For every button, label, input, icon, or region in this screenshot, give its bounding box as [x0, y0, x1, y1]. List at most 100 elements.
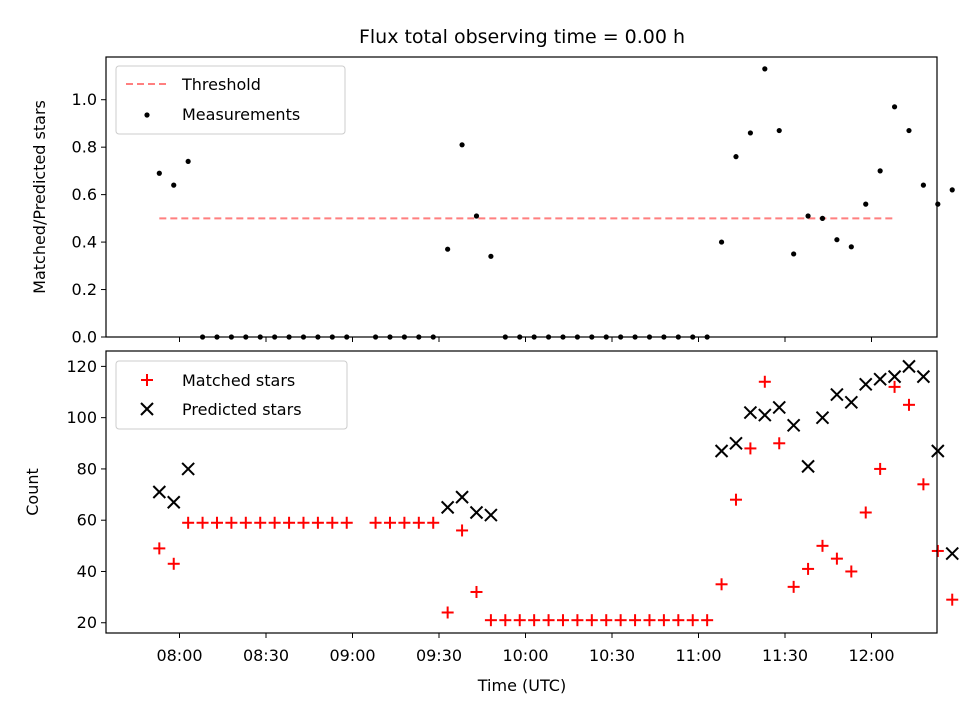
predicted-star-point: [758, 408, 772, 422]
matched-star-point: [340, 516, 353, 529]
legend-threshold-label: Threshold: [181, 75, 261, 94]
bottom-y-tick-label: 120: [66, 357, 97, 376]
predicted-star-point: [902, 359, 916, 374]
x-tick-label: 08:00: [156, 646, 202, 665]
matched-star-point: [254, 516, 267, 529]
measurement-point: [762, 66, 768, 72]
matched-star-point: [946, 593, 959, 606]
matched-star-point: [888, 380, 901, 393]
predicted-star-point: [945, 546, 959, 561]
top-plot-frame: [105, 56, 938, 338]
x-tick-label: 08:30: [243, 646, 289, 665]
predicted-star-point: [440, 500, 455, 515]
matched-star-point: [600, 614, 613, 627]
matched-star-point: [484, 614, 497, 627]
matched-star-point: [643, 614, 656, 627]
matched-star-point: [369, 516, 382, 529]
top-panel: 0.0 0.2 0.4 0.6 0.8 1.0 Matched/Predicted sta…: [30, 56, 955, 347]
matched-star-point: [383, 516, 396, 529]
legend-measurements-swatch: [144, 112, 150, 118]
bottom-y-axis-title: Count: [23, 468, 42, 516]
measurement-point: [935, 201, 941, 207]
x-tick-label: 11:00: [675, 646, 721, 665]
top-y-tick-label: 0.8: [72, 138, 97, 157]
x-tick-label: 10:30: [589, 646, 635, 665]
legend-matched-swatch: [141, 374, 153, 386]
matched-star-point: [614, 614, 627, 627]
predicted-star-point: [772, 400, 786, 415]
matched-star-point: [859, 506, 872, 519]
x-tick-label: 09:00: [329, 646, 375, 665]
x-axis-title: Time (UTC): [477, 676, 566, 695]
measurement-point: [776, 127, 782, 134]
bottom-y-tick-label: 80: [77, 459, 97, 478]
matched-star-point: [441, 606, 454, 619]
chart-title: Flux total observing time = 0.00 h: [359, 26, 685, 48]
x-tick-label: 11:30: [762, 646, 808, 665]
matched-star-point: [239, 516, 252, 529]
measurement-point: [733, 154, 739, 160]
predicted-star-point: [815, 410, 830, 425]
top-legend-box: [115, 65, 346, 135]
matched-star-point: [225, 516, 238, 529]
matched-star-point: [845, 565, 858, 578]
bottom-legend-box: [115, 360, 348, 430]
measurement-point: [877, 168, 883, 174]
x-tick-label: 09:30: [416, 646, 462, 665]
matched-star-point: [902, 398, 915, 411]
matched-star-point: [542, 614, 555, 627]
matched-star-point: [528, 614, 541, 627]
matched-star-point: [802, 562, 815, 575]
x-tick-label: 12:00: [848, 646, 894, 665]
measurement-point: [834, 237, 840, 243]
top-y-tick-label: 0.4: [72, 233, 97, 252]
matched-star-point: [715, 578, 728, 591]
measurement-point: [863, 201, 869, 207]
bottom-plot-frame: [105, 350, 938, 634]
predicted-star-point: [455, 490, 469, 504]
legend-predicted-label: Predicted stars: [182, 400, 302, 419]
top-y-tick-label: 0.2: [72, 280, 97, 299]
top-y-tick-label: 0.6: [72, 185, 97, 204]
predicted-star-point: [859, 377, 873, 392]
predicted-stars-series: [152, 359, 959, 561]
predicted-star-point: [167, 495, 181, 509]
matched-star-point: [153, 542, 166, 555]
measurement-point: [906, 127, 912, 134]
matched-star-point: [874, 462, 887, 475]
matched-star-point: [470, 585, 483, 598]
bottom-x-axis: 08:00 08:30 09:00 09:30 10:00 10:30 11:00 11:30…: [156, 633, 895, 665]
matched-star-point: [585, 614, 598, 627]
matched-star-point: [456, 524, 469, 537]
measurement-point: [171, 182, 177, 188]
matched-star-point: [830, 552, 843, 565]
matched-star-point: [182, 516, 195, 529]
predicted-star-point: [743, 405, 758, 420]
bottom-y-tick-label: 100: [66, 408, 97, 427]
measurement-point: [920, 182, 927, 188]
matched-star-point: [773, 437, 786, 450]
matched-star-point: [268, 516, 281, 529]
measurement-point: [819, 215, 826, 221]
predicted-star-point: [729, 436, 743, 450]
measurement-point: [459, 142, 465, 148]
predicted-star-point: [801, 459, 815, 474]
matched-star-point: [672, 614, 685, 627]
legend-measurements-label: Measurements: [182, 105, 300, 124]
matched-star-point: [513, 614, 526, 627]
bottom-legend: Matched stars Predicted stars: [115, 360, 348, 430]
top-x-axis-ticks: [179, 337, 872, 342]
matched-star-point: [167, 557, 180, 570]
matched-star-point: [427, 516, 440, 529]
measurement-point: [891, 104, 898, 110]
matched-star-point: [196, 516, 209, 529]
matched-star-point: [398, 516, 411, 529]
measurement-point: [473, 213, 480, 219]
matched-star-point: [744, 442, 757, 455]
predicted-star-point: [786, 418, 801, 433]
top-y-tick-label: 1.0: [72, 90, 97, 109]
matched-star-point: [499, 614, 512, 627]
matched-star-point: [917, 478, 930, 491]
matched-star-point: [283, 516, 296, 529]
